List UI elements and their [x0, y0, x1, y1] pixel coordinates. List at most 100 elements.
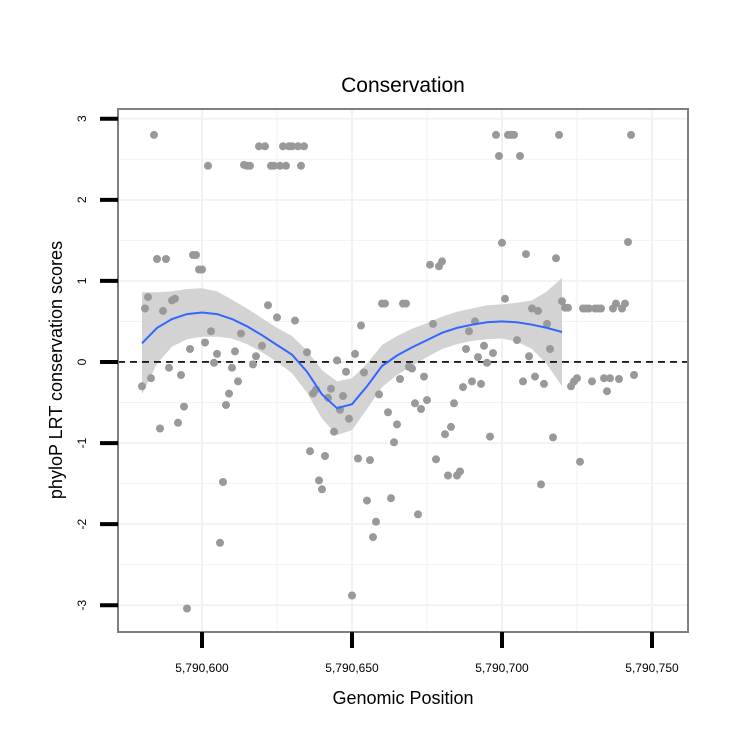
- data-point: [279, 142, 287, 151]
- data-point: [315, 476, 323, 485]
- data-point: [462, 345, 470, 353]
- data-point: [183, 604, 191, 613]
- data-point: [372, 517, 380, 526]
- data-point: [525, 352, 533, 361]
- data-point: [456, 467, 464, 476]
- data-point: [324, 393, 332, 402]
- data-point: [531, 372, 539, 381]
- data-point: [321, 452, 329, 460]
- data-point: [306, 447, 314, 456]
- data-point: [417, 405, 425, 413]
- y-tick-label: 1: [75, 277, 89, 284]
- x-tick-label: 5,790,700: [475, 661, 529, 675]
- data-point: [237, 329, 245, 338]
- data-point: [264, 301, 272, 310]
- data-point: [396, 375, 404, 383]
- data-point: [177, 371, 185, 379]
- data-point: [234, 377, 242, 386]
- x-tick-label: 5,790,650: [325, 661, 379, 675]
- data-point: [141, 304, 149, 313]
- data-point: [369, 533, 377, 542]
- data-point: [606, 374, 614, 383]
- data-point: [210, 358, 218, 367]
- plot-border: [117, 108, 689, 633]
- data-point: [543, 319, 551, 328]
- data-point: [558, 297, 566, 306]
- data-point: [483, 358, 491, 367]
- y-axis-ticks: -3 -2 -1 0 1 2 3: [75, 115, 118, 611]
- confidence-ribbon-layer: [142, 277, 562, 435]
- data-point: [339, 392, 347, 400]
- data-point: [201, 338, 209, 347]
- data-point: [333, 356, 341, 365]
- data-point: [615, 375, 623, 383]
- data-point: [498, 238, 506, 247]
- data-point: [477, 379, 485, 388]
- data-point: [186, 345, 194, 353]
- data-point: [150, 130, 158, 139]
- data-point: [411, 399, 419, 408]
- data-point: [327, 384, 335, 393]
- data-point: [537, 480, 545, 489]
- y-tick-label: 3: [75, 115, 89, 122]
- data-point: [156, 424, 164, 433]
- data-point: [630, 371, 638, 379]
- data-point: [261, 142, 269, 151]
- data-point: [480, 341, 488, 350]
- data-point: [165, 363, 173, 372]
- data-point: [414, 510, 422, 519]
- data-point: [270, 161, 278, 170]
- data-point: [291, 316, 299, 325]
- data-point: [429, 319, 437, 328]
- data-point: [474, 353, 482, 362]
- chart-title: Conservation: [341, 74, 465, 97]
- data-point: [447, 422, 455, 431]
- data-point: [282, 161, 290, 170]
- data-point: [138, 382, 146, 391]
- data-point: [549, 433, 557, 442]
- data-point: [552, 254, 560, 263]
- data-point: [588, 377, 596, 386]
- data-point: [213, 349, 221, 358]
- data-point: [300, 142, 308, 151]
- data-point: [510, 130, 518, 139]
- y-tick-label: 2: [75, 196, 89, 203]
- data-point: [363, 496, 371, 505]
- data-point: [612, 299, 620, 308]
- data-point: [297, 161, 305, 170]
- data-point: [366, 456, 374, 465]
- data-point: [513, 336, 521, 345]
- data-point: [489, 349, 497, 358]
- data-point: [495, 152, 503, 160]
- data-point: [174, 418, 182, 427]
- data-point: [330, 427, 338, 436]
- data-point: [597, 304, 605, 313]
- data-point: [351, 349, 359, 358]
- y-tick-label: -2: [75, 519, 89, 530]
- gridlines: [118, 109, 688, 632]
- data-point: [387, 494, 395, 503]
- data-point: [231, 347, 239, 356]
- data-point: [516, 152, 524, 160]
- data-point: [408, 364, 416, 373]
- data-point: [255, 142, 263, 151]
- data-point: [540, 379, 548, 388]
- confidence-ribbon: [142, 277, 562, 435]
- smooth-line-layer: [141, 311, 563, 410]
- data-point: [486, 432, 494, 441]
- data-point: [441, 430, 449, 439]
- data-point: [273, 313, 281, 322]
- data-point: [219, 478, 227, 486]
- data-point: [501, 294, 509, 303]
- data-point: [492, 130, 500, 139]
- data-point: [276, 161, 284, 170]
- data-point: [222, 401, 230, 409]
- data-point: [423, 396, 431, 405]
- x-tick-label: 5,790,750: [625, 661, 679, 675]
- data-point: [258, 341, 266, 350]
- data-point: [402, 299, 410, 308]
- data-point: [528, 304, 536, 313]
- scatter-points: [138, 130, 638, 613]
- data-point: [345, 414, 353, 423]
- data-point: [249, 360, 257, 369]
